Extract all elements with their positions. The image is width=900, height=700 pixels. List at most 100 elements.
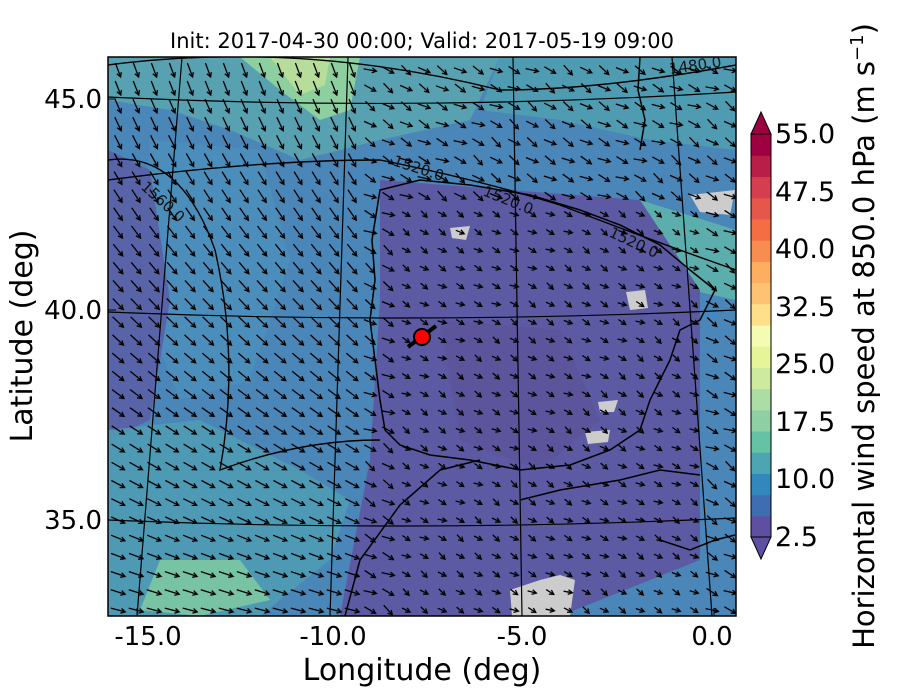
wind-arrow: [291, 479, 306, 489]
wind-arrow: [146, 607, 163, 614]
wind-arrow: [689, 589, 700, 595]
wind-arrow: [344, 570, 361, 578]
wind-arrow: [581, 553, 591, 560]
wind-arrow: [473, 301, 483, 308]
wind-arrow: [111, 425, 126, 435]
wind-arrow: [112, 225, 124, 240]
wind-arrow: [112, 334, 125, 347]
wind-arrow: [364, 335, 377, 346]
wind-arrow: [473, 319, 484, 326]
wind-arrow: [201, 479, 216, 489]
wind-arrow: [474, 390, 483, 398]
wind-arrow: [186, 135, 195, 150]
wind-arrow: [149, 153, 159, 168]
wind-arrow: [132, 80, 141, 97]
wind-arrow: [455, 355, 466, 361]
wind-arrow: [490, 173, 502, 184]
wind-arrow: [706, 227, 719, 237]
wind-arrow: [256, 225, 268, 240]
wind-arrow: [707, 478, 718, 490]
wind-arrow: [507, 85, 522, 92]
wind-arrow: [290, 607, 307, 614]
wind-arrow: [454, 83, 467, 93]
wind-arrow: [653, 391, 664, 397]
wind-arrow: [363, 589, 378, 596]
wind-arrow: [272, 516, 289, 525]
wind-arrow: [327, 388, 342, 400]
wind-arrow: [202, 334, 215, 347]
wind-arrow: [706, 191, 719, 201]
wind-arrow: [221, 153, 231, 168]
wind-arrow: [202, 316, 215, 329]
wind-arrow: [545, 571, 556, 578]
wind-arrow: [544, 119, 556, 130]
wind-arrow: [183, 352, 197, 364]
wind-arrow: [437, 607, 448, 613]
wind-arrow: [240, 135, 249, 150]
wind-arrow: [581, 265, 592, 271]
wind-arrow: [274, 298, 287, 311]
wind-arrow: [402, 336, 411, 344]
wind-arrow: [597, 121, 612, 128]
wind-arrow: [724, 173, 736, 183]
wind-arrow: [290, 570, 307, 578]
wind-arrow: [671, 154, 682, 166]
colorbar-tick-label: 25.0: [775, 349, 835, 380]
wind-arrow: [150, 98, 159, 115]
wind-arrow: [527, 427, 538, 434]
wind-arrow: [182, 552, 199, 560]
wind-arrow: [633, 157, 648, 164]
wind-arrow: [653, 589, 664, 595]
wind-arrow: [419, 355, 429, 362]
wind-arrow: [652, 120, 665, 129]
wind-arrow: [165, 498, 180, 507]
wind-arrow: [292, 279, 304, 293]
wind-arrow: [381, 264, 396, 272]
wind-arrow: [345, 443, 360, 453]
wind-arrow: [456, 570, 465, 579]
wind-arrow: [381, 102, 396, 110]
wind-arrow: [672, 588, 681, 596]
wind-arrow: [254, 570, 271, 578]
wind-arrow: [563, 517, 574, 523]
wind-arrow: [328, 298, 341, 311]
wind-arrow: [634, 138, 647, 147]
wind-arrow: [723, 427, 736, 434]
wind-arrow: [706, 426, 719, 435]
wind-arrow: [146, 516, 163, 525]
wind-arrow: [183, 388, 198, 400]
wind-arrow: [492, 498, 500, 507]
wind-arrow: [599, 607, 610, 613]
wind-arrow: [527, 265, 538, 272]
wind-arrow: [258, 135, 267, 150]
wind-arrow: [149, 189, 159, 204]
wind-arrow: [579, 66, 594, 74]
wind-arrow: [419, 516, 429, 524]
wind-arrow: [399, 121, 414, 128]
wind-arrow: [401, 607, 412, 613]
x-tick-label: 0.0: [691, 622, 732, 652]
wind-arrow: [401, 283, 412, 289]
wind-arrow: [635, 571, 646, 577]
wind-arrow: [651, 139, 666, 146]
wind-arrow: [528, 300, 537, 309]
wind-arrow: [525, 193, 540, 200]
wind-arrow: [147, 407, 162, 418]
wind-arrow: [672, 228, 681, 236]
wind-arrow: [363, 193, 378, 200]
wind-arrow: [239, 189, 249, 204]
wind-arrow: [669, 138, 683, 146]
wind-arrow: [111, 407, 126, 418]
wind-arrow: [345, 352, 359, 364]
wind-arrow: [689, 427, 700, 434]
wind-arrow: [525, 67, 540, 74]
colorbar-tick-label: 10.0: [775, 464, 835, 495]
wind-arrow: [310, 279, 322, 293]
wind-arrow: [147, 425, 162, 435]
wind-arrow: [201, 370, 215, 382]
wind-arrow: [724, 335, 736, 346]
wind-arrow: [689, 265, 700, 272]
wind-arrow: [418, 155, 431, 165]
wind-arrow: [114, 80, 123, 97]
wind-arrow: [382, 390, 395, 399]
